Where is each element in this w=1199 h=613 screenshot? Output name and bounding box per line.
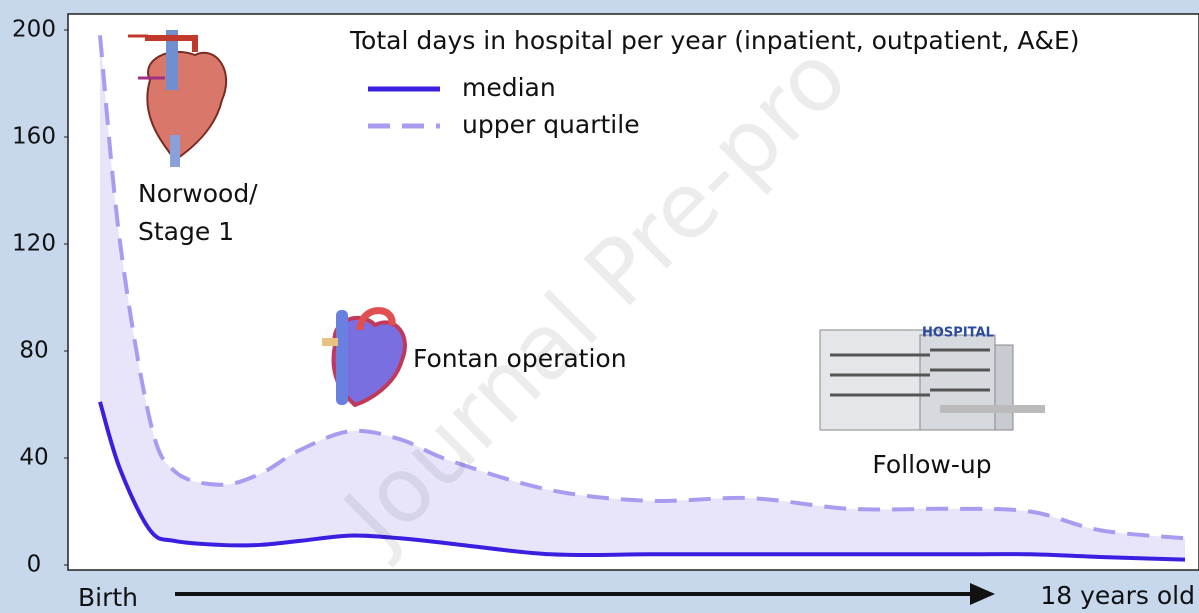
arrow-head <box>970 583 995 605</box>
legend-title: Total days in hospital per year (inpatie… <box>349 26 1080 55</box>
y-tick-label: 80 <box>19 338 48 364</box>
y-tick-label: 120 <box>12 231 56 257</box>
annotation: Fontan operation <box>413 344 627 373</box>
x-end-label: 18 years old <box>1040 581 1195 610</box>
svg-text:HOSPITAL: HOSPITAL <box>922 326 994 341</box>
y-tick-label: 160 <box>12 124 56 150</box>
y-tick-label: 200 <box>12 17 56 43</box>
y-tick-label: 0 <box>27 552 42 578</box>
legend-label: median <box>462 73 556 102</box>
y-tick-label: 40 <box>19 445 48 471</box>
annotation: Stage 1 <box>138 217 234 246</box>
legend-label: upper quartile <box>462 110 640 139</box>
chart: HOSPITAL Birth 18 years old Total days i… <box>0 0 1199 613</box>
annotation: Norwood/ <box>138 179 258 208</box>
x-start-label: Birth <box>78 583 138 612</box>
annotation: Follow-up <box>872 450 991 479</box>
